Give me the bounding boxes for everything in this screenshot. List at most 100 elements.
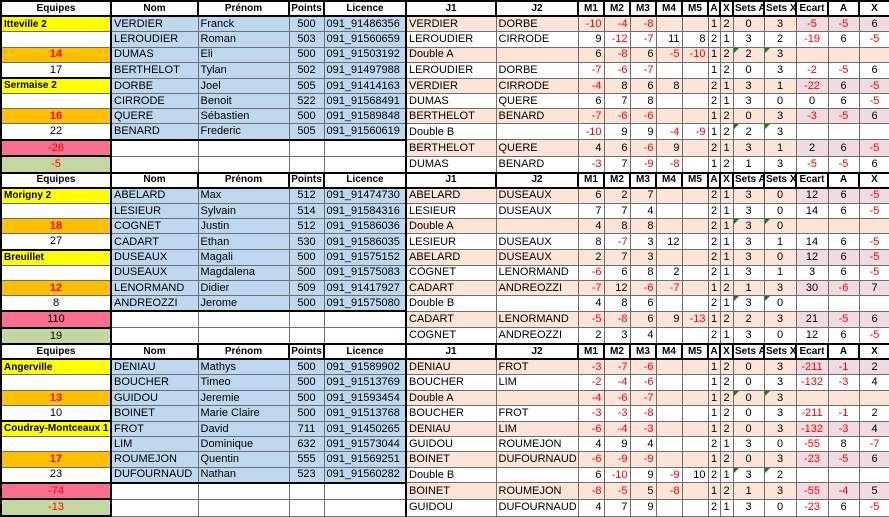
points-x-cell[interactable]: -5: [858, 264, 889, 281]
set-score-cell[interactable]: -10: [577, 15, 605, 33]
points-a-cell[interactable]: 6: [827, 31, 860, 48]
points-a-cell[interactable]: [827, 123, 860, 141]
j1-player-cell[interactable]: DUMAS: [405, 155, 497, 174]
column-header[interactable]: M2: [603, 343, 631, 361]
set-score-cell[interactable]: -3: [577, 155, 605, 174]
column-header[interactable]: M3: [629, 0, 657, 18]
victories-x-cell[interactable]: 2: [719, 108, 734, 125]
j2-player-cell[interactable]: ROUMEJON: [495, 482, 579, 500]
column-header[interactable]: J2: [495, 0, 579, 18]
set-score-cell[interactable]: -4: [655, 123, 683, 141]
sets-a-cell[interactable]: 0: [732, 404, 765, 422]
victories-x-cell[interactable]: 2: [719, 61, 734, 79]
ecart-cell[interactable]: [795, 123, 829, 141]
player-points-cell[interactable]: 502: [288, 61, 325, 79]
set-score-cell[interactable]: 4: [629, 327, 657, 345]
player-firstname-cell[interactable]: Benoit: [197, 92, 290, 110]
j1-player-cell[interactable]: VERDIER: [405, 77, 497, 94]
sets-a-cell[interactable]: 2: [732, 123, 765, 141]
ecart-cell[interactable]: -55: [795, 436, 829, 453]
victories-x-cell[interactable]: 1: [719, 187, 734, 204]
sets-a-cell[interactable]: 3: [732, 77, 765, 94]
player-points-cell[interactable]: 530: [288, 233, 325, 251]
victories-a-cell[interactable]: 1: [707, 15, 721, 33]
sets-x-cell[interactable]: 2: [763, 31, 797, 48]
player-firstname-cell[interactable]: Franck: [197, 15, 290, 33]
points-x-cell[interactable]: [858, 218, 889, 235]
ecart-cell[interactable]: -211: [795, 358, 829, 376]
set-score-cell[interactable]: 6: [629, 310, 657, 329]
j2-player-cell[interactable]: LIM: [495, 374, 579, 391]
column-header[interactable]: M3: [629, 171, 657, 189]
player-licence-cell[interactable]: 091_91586036: [323, 218, 407, 235]
player-licence-cell[interactable]: 091_91560619: [323, 123, 407, 141]
sets-x-cell[interactable]: 1: [763, 139, 797, 157]
victories-x-cell[interactable]: 1: [719, 218, 734, 235]
sets-x-cell[interactable]: 3: [763, 123, 797, 141]
sets-x-cell[interactable]: 3: [763, 15, 797, 33]
player-lastname-cell[interactable]: [110, 155, 199, 174]
column-header[interactable]: M2: [603, 0, 631, 18]
player-firstname-cell[interactable]: Roman: [197, 31, 290, 48]
j2-player-cell[interactable]: DUFOURNAUD: [495, 498, 579, 517]
player-licence-cell[interactable]: 091_91450265: [323, 420, 407, 438]
sets-x-cell[interactable]: 0: [763, 92, 797, 110]
sets-a-cell[interactable]: 3: [732, 202, 765, 220]
sets-a-cell[interactable]: 1: [732, 482, 765, 500]
player-points-cell[interactable]: 512: [288, 187, 325, 204]
ecart-cell[interactable]: 12: [795, 187, 829, 204]
j2-player-cell[interactable]: ROUMEJON: [495, 436, 579, 453]
set-score-cell[interactable]: 7: [603, 155, 631, 174]
column-header[interactable]: Licence: [323, 0, 407, 18]
set-score-cell[interactable]: -4: [577, 77, 605, 94]
points-x-cell[interactable]: 6: [858, 451, 889, 468]
set-score-cell[interactable]: 6: [577, 187, 605, 204]
points-x-cell[interactable]: [858, 295, 889, 312]
set-score-cell[interactable]: [681, 420, 709, 438]
player-lastname-cell[interactable]: [110, 139, 199, 157]
victories-a-cell[interactable]: 2: [707, 202, 721, 220]
points-a-cell[interactable]: 6: [827, 92, 860, 110]
column-header[interactable]: Ecart: [795, 0, 829, 18]
j1-player-cell[interactable]: Double B: [405, 295, 497, 312]
set-score-cell[interactable]: [681, 139, 709, 157]
victories-x-cell[interactable]: 2: [719, 123, 734, 141]
player-lastname-cell[interactable]: BERTHELOT: [110, 61, 199, 79]
set-score-cell[interactable]: 8: [629, 92, 657, 110]
ecart-cell[interactable]: 2: [795, 139, 829, 157]
player-lastname-cell[interactable]: DUSEAUX: [110, 264, 199, 281]
sets-x-cell[interactable]: 3: [763, 358, 797, 376]
player-licence-cell[interactable]: 091_91586035: [323, 233, 407, 251]
player-points-cell[interactable]: 522: [288, 92, 325, 110]
player-firstname-cell[interactable]: [197, 498, 290, 517]
set-score-cell[interactable]: [681, 61, 709, 79]
set-score-cell[interactable]: -6: [577, 451, 605, 468]
j2-player-cell[interactable]: DUSEAUX: [495, 187, 579, 204]
set-score-cell[interactable]: -7: [603, 358, 631, 376]
ecart-cell[interactable]: 12: [795, 327, 829, 345]
column-header[interactable]: X: [719, 0, 734, 18]
player-points-cell[interactable]: [288, 498, 325, 517]
player-firstname-cell[interactable]: Dominique: [197, 436, 290, 453]
column-header[interactable]: M4: [655, 0, 683, 18]
victories-a-cell[interactable]: 2: [707, 466, 721, 484]
sets-x-cell[interactable]: 1: [763, 77, 797, 94]
victories-a-cell[interactable]: 1: [707, 155, 721, 174]
set-score-cell[interactable]: [655, 295, 683, 312]
ecart-cell[interactable]: 14: [795, 233, 829, 251]
sets-a-cell[interactable]: 3: [732, 295, 765, 312]
set-score-cell[interactable]: -7: [577, 279, 605, 297]
sets-x-cell[interactable]: 3: [763, 61, 797, 79]
player-lastname-cell[interactable]: CIRRODE: [110, 92, 199, 110]
column-header[interactable]: Sets X: [763, 0, 797, 18]
column-header[interactable]: J2: [495, 343, 579, 361]
player-lastname-cell[interactable]: LESIEUR: [110, 202, 199, 220]
victories-a-cell[interactable]: 1: [707, 46, 721, 63]
ecart-cell[interactable]: [795, 295, 829, 312]
column-header[interactable]: Sets X: [763, 171, 797, 189]
victories-a-cell[interactable]: 2: [707, 77, 721, 94]
sets-a-cell[interactable]: 3: [732, 436, 765, 453]
ecart-cell[interactable]: 14: [795, 202, 829, 220]
column-header[interactable]: M1: [577, 0, 605, 18]
sets-x-cell[interactable]: 0: [763, 295, 797, 312]
